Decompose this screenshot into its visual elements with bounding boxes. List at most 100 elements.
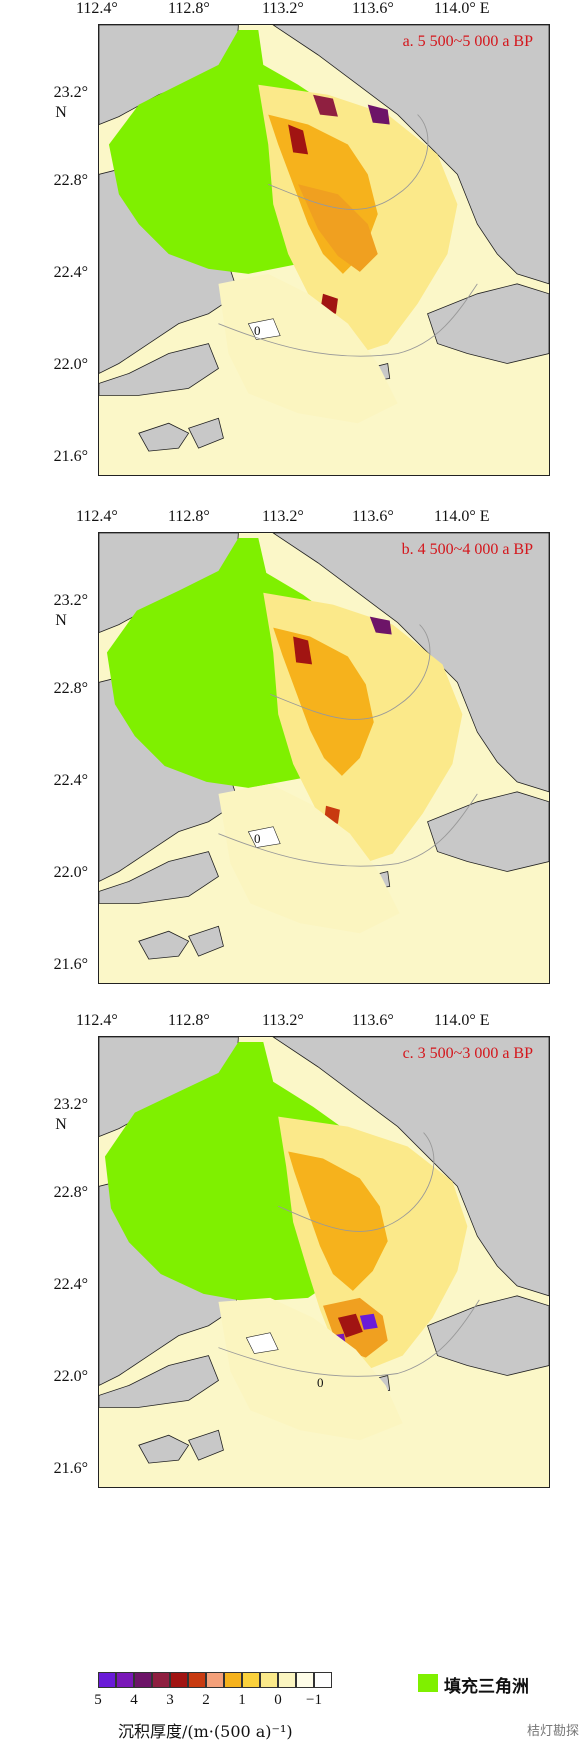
- island: [188, 417, 224, 449]
- island: [188, 925, 224, 957]
- map-b: [99, 533, 549, 960]
- lat-tick: 22.0°: [53, 864, 88, 881]
- legend-swatch: [278, 1672, 296, 1688]
- contour-line: [218, 1299, 480, 1377]
- map-frame-a: a. 5 500~5 000 a BP 0: [98, 24, 550, 476]
- legend-swatch: [314, 1672, 332, 1688]
- sediment-white: [245, 1332, 279, 1354]
- lon-tick: 113.2°: [262, 508, 304, 525]
- legend-tick: 0: [274, 1692, 282, 1708]
- sediment-orange: [288, 1151, 388, 1291]
- lon-tick: 112.8°: [168, 1012, 210, 1029]
- contour-label: 0: [254, 831, 261, 846]
- land-southwest: [99, 343, 219, 396]
- map-frame-c: c. 3 500~3 000 a BP 0: [98, 1036, 550, 1488]
- sediment-orange-2: [298, 184, 378, 272]
- sediment-red: [293, 636, 313, 665]
- land-northeast: [272, 25, 549, 285]
- legend-swatch: [260, 1672, 278, 1688]
- lon-tick: 113.2°: [262, 0, 304, 17]
- legend-tick: 3: [166, 1692, 174, 1708]
- legend-swatch: [152, 1672, 170, 1688]
- legend-tick: 2: [202, 1692, 210, 1708]
- sediment-red: [288, 124, 309, 155]
- panel-label: a. 5 500~5 000 a BP: [402, 33, 533, 50]
- legend-swatch: [242, 1672, 260, 1688]
- legend-swatch: [296, 1672, 314, 1688]
- sediment-orange: [273, 627, 374, 776]
- contour-label: 0: [317, 1375, 324, 1390]
- legend-swatch: [170, 1672, 188, 1688]
- lat-tick: 22.8°: [53, 172, 88, 189]
- legend-tick: 5: [94, 1692, 102, 1708]
- lat-tick: 23.2°: [53, 84, 88, 101]
- lon-tick: 112.4°: [76, 508, 118, 525]
- map-frame-b: b. 4 500~4 000 a BP 0: [98, 532, 550, 984]
- sediment-red: [337, 1313, 363, 1338]
- legend-swatches: [98, 1672, 332, 1688]
- panel-c: 112.4° 112.8° 113.2° 113.6° 114.0° E 23.…: [0, 1012, 587, 1512]
- land-southwest: [99, 851, 219, 904]
- lat-unit: N: [55, 612, 67, 629]
- land-east-hk: [427, 791, 549, 872]
- lon-tick: 112.4°: [76, 0, 118, 17]
- panel-label: c. 3 500~3 000 a BP: [402, 1045, 533, 1062]
- contour-line: [278, 1132, 435, 1232]
- lon-tick: 114.0° E: [434, 1012, 490, 1029]
- delta-legend-label: 填充三角洲: [444, 1677, 529, 1697]
- lat-tick: 21.6°: [53, 1460, 88, 1477]
- lon-tick: 112.4°: [76, 1012, 118, 1029]
- lon-tick: 112.8°: [168, 0, 210, 17]
- legend-swatch: [206, 1672, 224, 1688]
- lat-tick: 22.4°: [53, 772, 88, 789]
- legend-swatch: [134, 1672, 152, 1688]
- lat-tick: 22.4°: [53, 1276, 88, 1293]
- lon-tick: 112.8°: [168, 508, 210, 525]
- lat-tick: 23.2°: [53, 592, 88, 609]
- lon-tick: 113.6°: [352, 0, 394, 17]
- delta-legend-swatch: [418, 1674, 438, 1692]
- legend-title: 沉积厚度/(m·(500 a)⁻¹): [118, 1722, 293, 1741]
- legend-swatch: [224, 1672, 242, 1688]
- map-a: [99, 25, 549, 452]
- sediment-white: [247, 318, 281, 340]
- legend-tick: −1: [306, 1692, 322, 1708]
- sediment-purple: [359, 1313, 378, 1330]
- lat-tick: 22.4°: [53, 264, 88, 281]
- lon-tick: 113.2°: [262, 1012, 304, 1029]
- island: [138, 930, 190, 960]
- legend-tick: 1: [238, 1692, 246, 1708]
- island: [138, 1434, 190, 1464]
- legend: 5 4 3 2 1 0 −1 沉积厚度/(m·(500 a)⁻¹) 填充三角洲 …: [0, 1672, 587, 1749]
- lon-tick: 114.0° E: [434, 0, 490, 17]
- lon-tick: 113.6°: [352, 508, 394, 525]
- sediment-white: [247, 826, 281, 848]
- lon-tick: 113.6°: [352, 1012, 394, 1029]
- contour-line: [218, 793, 478, 867]
- land-northeast: [272, 533, 549, 793]
- lat-unit: N: [55, 1116, 67, 1133]
- legend-swatch: [188, 1672, 206, 1688]
- sediment-pale: [218, 783, 400, 934]
- land-southwest: [99, 1355, 219, 1408]
- lat-unit: N: [55, 104, 67, 121]
- land-east-hk: [427, 283, 549, 364]
- island: [188, 1429, 224, 1461]
- contour-line: [218, 283, 478, 357]
- lat-tick: 22.0°: [53, 1368, 88, 1385]
- sediment-pale: [218, 1297, 403, 1441]
- legend-swatch: [116, 1672, 134, 1688]
- lat-tick: 22.8°: [53, 1184, 88, 1201]
- lat-tick: 21.6°: [53, 448, 88, 465]
- land-northeast: [272, 1037, 549, 1297]
- lat-tick: 22.0°: [53, 356, 88, 373]
- lat-tick: 22.8°: [53, 680, 88, 697]
- lat-tick: 23.2°: [53, 1096, 88, 1113]
- legend-tick: 4: [130, 1692, 138, 1708]
- watermark: 桔灯勘探: [526, 1724, 579, 1739]
- lat-tick: 21.6°: [53, 956, 88, 973]
- island: [138, 422, 190, 452]
- sediment-pale: [218, 273, 398, 424]
- contour-line: [270, 624, 431, 720]
- sediment-red-2: [313, 94, 338, 117]
